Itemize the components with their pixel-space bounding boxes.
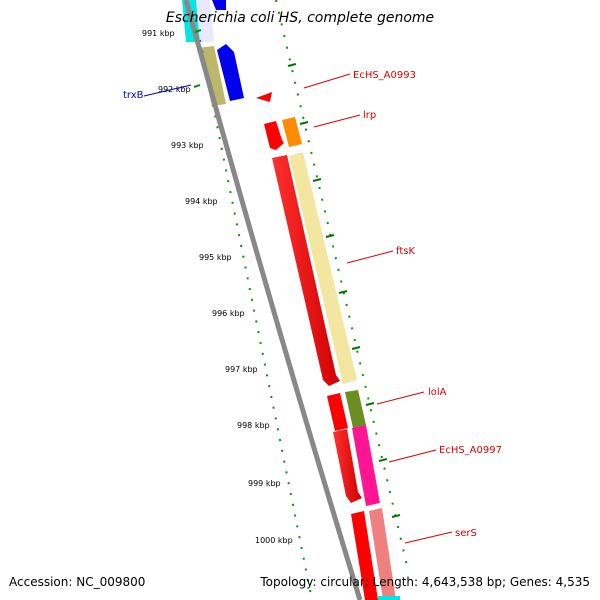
EcHS_A0997-leader-line xyxy=(388,449,437,463)
gene-label-EcHS_A0993[interactable]: EcHS_A0993 xyxy=(353,70,416,81)
EcHS_A0997-red-arrow xyxy=(333,429,362,503)
right-dot-track xyxy=(275,0,409,571)
ftsK-leader-line xyxy=(346,250,394,264)
top-partial-feature-blue xyxy=(212,0,226,10)
lrp-leader-line xyxy=(313,114,361,128)
genome-summary-text: Topology: circular; Length: 4,643,538 bp… xyxy=(259,575,590,589)
lolA-olive-feature xyxy=(345,390,366,428)
tick-label-994: 994 kbp xyxy=(185,197,218,206)
tick-label-993: 993 kbp xyxy=(171,141,204,150)
trxB-gene-arrow xyxy=(217,44,244,101)
map-title: Escherichia coli HS, complete genome xyxy=(166,10,434,26)
trxB-leader-line xyxy=(143,84,192,97)
gene-label-serS[interactable]: serS xyxy=(455,528,477,539)
lolA-red-feature xyxy=(327,393,348,431)
right-track-ticks xyxy=(287,63,401,518)
tick-label-1000: 1000 kbp xyxy=(255,536,293,545)
ftsK-red-arrow xyxy=(272,155,340,386)
gene-label-EcHS_A0997[interactable]: EcHS_A0997 xyxy=(439,445,502,456)
tick-label-999: 999 kbp xyxy=(248,479,281,488)
gene-label-lrp[interactable]: lrp xyxy=(363,110,376,121)
tick-label-992: 992 kbp xyxy=(158,85,191,94)
gene-label-ftsK[interactable]: ftsK xyxy=(396,246,415,257)
small-red-marker xyxy=(256,92,272,102)
tick-label-996: 996 kbp xyxy=(212,309,245,318)
serS-red-feature xyxy=(351,511,378,600)
lrp-orange-feature xyxy=(282,117,302,147)
gene-label-lolA[interactable]: lolA xyxy=(428,387,447,398)
serS-salmon-feature xyxy=(369,508,396,600)
tick-label-995: 995 kbp xyxy=(199,253,232,262)
genome-backbone xyxy=(183,0,363,600)
left-track-ticks xyxy=(193,29,202,88)
lrp-red-arrow xyxy=(264,121,284,150)
EcHS_A0997-magenta-feature xyxy=(352,425,380,506)
tick-label-991: 991 kbp xyxy=(142,29,175,38)
bottom-cyan-feature xyxy=(378,596,400,600)
lolA-leader-line xyxy=(376,391,425,405)
tick-label-997: 997 kbp xyxy=(225,365,258,374)
gene-label-trxB[interactable]: trxB xyxy=(123,90,144,101)
EcHS_A0993-leader-line xyxy=(303,73,351,89)
tick-label-998: 998 kbp xyxy=(237,421,270,430)
serS-leader-line xyxy=(404,531,453,544)
accession-text: Accession: NC_009800 xyxy=(9,575,145,589)
top-partial-feature-light xyxy=(196,0,214,42)
ftsK-khaki-feature xyxy=(289,152,357,384)
